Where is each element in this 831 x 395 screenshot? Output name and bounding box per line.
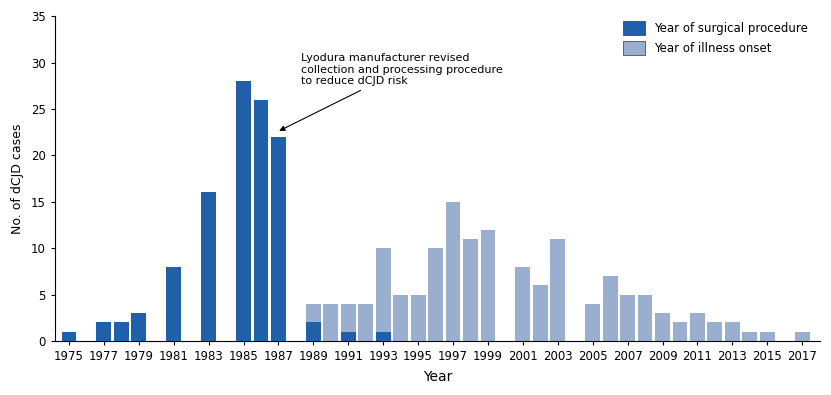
Bar xyxy=(707,322,722,341)
Bar xyxy=(463,239,478,341)
Bar xyxy=(376,248,391,341)
Bar xyxy=(201,192,216,341)
Bar xyxy=(376,332,391,341)
Bar xyxy=(358,304,373,341)
Bar xyxy=(341,304,356,341)
Text: Lyodura manufacturer revised
collection and processing procedure
to reduce dCJD : Lyodura manufacturer revised collection … xyxy=(280,53,503,130)
Bar xyxy=(271,137,286,341)
Bar xyxy=(236,81,251,341)
Bar xyxy=(341,332,356,341)
Bar xyxy=(637,295,652,341)
Bar xyxy=(253,313,268,341)
Bar xyxy=(166,267,181,341)
Bar xyxy=(61,332,76,341)
Y-axis label: No. of dCJD cases: No. of dCJD cases xyxy=(11,123,24,234)
Bar xyxy=(533,285,548,341)
Legend: Year of surgical procedure, Year of illness onset: Year of surgical procedure, Year of illn… xyxy=(617,15,814,61)
Bar xyxy=(655,313,670,341)
Bar xyxy=(428,248,443,341)
Bar xyxy=(620,295,635,341)
Bar xyxy=(201,313,216,341)
Bar xyxy=(306,322,321,341)
Bar xyxy=(236,313,251,341)
Bar xyxy=(690,313,705,341)
Bar xyxy=(411,295,425,341)
Bar xyxy=(794,332,809,341)
Bar xyxy=(672,322,687,341)
Bar xyxy=(96,322,111,341)
Bar xyxy=(114,322,129,341)
Bar xyxy=(306,304,321,341)
Bar xyxy=(742,332,757,341)
Bar xyxy=(515,267,530,341)
Bar xyxy=(445,202,460,341)
X-axis label: Year: Year xyxy=(423,370,452,384)
Bar xyxy=(393,295,408,341)
Bar xyxy=(323,304,338,341)
Bar xyxy=(725,322,740,341)
Bar xyxy=(760,332,774,341)
Bar xyxy=(550,239,565,341)
Bar xyxy=(271,313,286,341)
Bar xyxy=(131,313,146,341)
Bar xyxy=(253,100,268,341)
Bar xyxy=(602,276,617,341)
Bar xyxy=(585,304,600,341)
Bar xyxy=(480,229,495,341)
